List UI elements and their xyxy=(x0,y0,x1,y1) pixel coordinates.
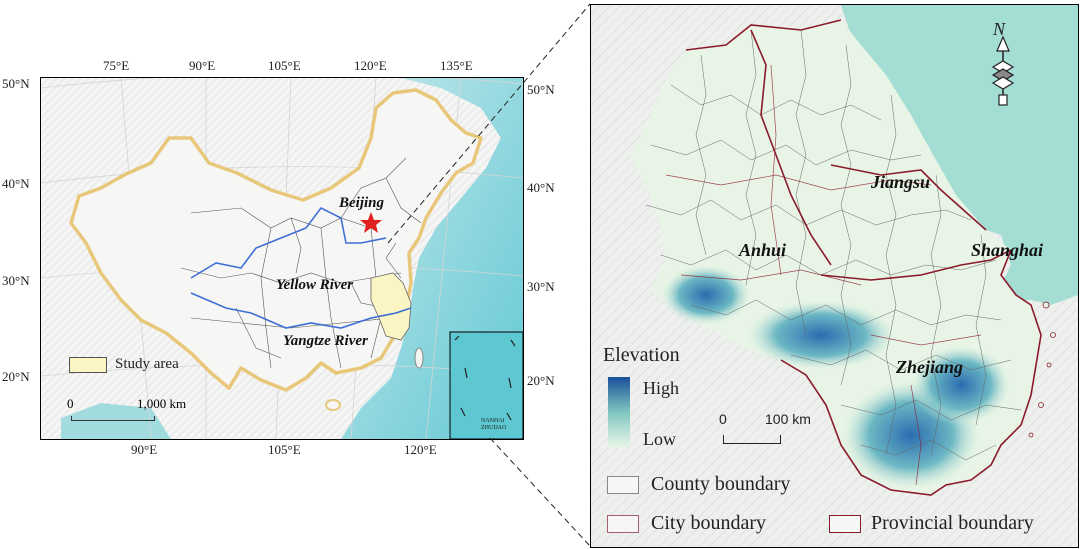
province-label-jiangsu: Jiangsu xyxy=(871,172,931,192)
top-lon-tick: 120°E xyxy=(354,58,387,73)
top-lon-tick: 135°E xyxy=(440,58,473,73)
left-lat-tick: 50°N xyxy=(2,76,30,91)
sea-area xyxy=(841,5,1078,305)
elevation-low-label: Low xyxy=(643,429,676,449)
overview-map-graphic xyxy=(41,78,523,439)
yellow-river-line xyxy=(190,206,387,279)
scale-line xyxy=(71,416,155,421)
elevation-high-label: High xyxy=(643,378,679,398)
yangtze-river-line xyxy=(190,292,412,329)
province-label-shanghai: Shanghai xyxy=(971,240,1044,260)
left-lat-tick: 20°N xyxy=(2,369,30,384)
overview-scale-bar: 0 1,000 km xyxy=(67,396,211,426)
city-boundaries xyxy=(665,64,982,486)
capital-label: Beijing xyxy=(339,195,385,211)
bottom-lon-tick: 105°E xyxy=(268,442,301,457)
city-boundary-legend: City boundary xyxy=(607,512,766,535)
bottom-lon-tick: 120°E xyxy=(404,442,437,457)
provincial-legend-text: Provincial boundary xyxy=(871,512,1034,534)
city-legend-text: City boundary xyxy=(651,512,766,534)
study-area xyxy=(370,272,412,341)
north-arrow-icon xyxy=(991,35,1015,106)
elevation-legend-title: Elevation xyxy=(603,344,680,366)
study-area-map-graphic xyxy=(591,5,1078,547)
taiwan-island xyxy=(414,347,424,369)
county-boundary-legend: County boundary xyxy=(607,473,790,496)
coastal-islands xyxy=(1028,301,1056,438)
yellow-river-label: Yellow River xyxy=(276,277,354,293)
elevation-color-ramp xyxy=(608,377,630,447)
right-lat-tick: 20°N xyxy=(527,373,555,388)
inset-label: NANHAI ZHUDAO xyxy=(481,418,507,431)
study-area-legend-text: Study area xyxy=(115,356,179,372)
right-lat-tick: 40°N xyxy=(527,180,555,195)
scale-start: 0 xyxy=(67,396,74,411)
north-label: N xyxy=(993,19,1006,39)
provincial-swatch xyxy=(829,514,861,533)
study-area-legend: Study area xyxy=(69,356,179,373)
scale-end: 100 km xyxy=(765,411,811,427)
yangtze-river-label: Yangtze River xyxy=(283,333,368,349)
top-lon-tick: 105°E xyxy=(268,58,301,73)
scale-end: 1,000 km xyxy=(137,396,187,411)
provincial-boundaries xyxy=(685,19,1042,496)
city-swatch xyxy=(607,514,639,533)
study-scale-bar: 0 100 km xyxy=(719,411,849,447)
province-label-zhejiang: Zhejiang xyxy=(896,357,964,377)
overview-map-panel: Beijing Yellow River Yangtze River NANHA… xyxy=(40,77,524,440)
county-swatch xyxy=(607,475,639,494)
bottom-lon-tick: 90°E xyxy=(131,442,158,457)
scale-start: 0 xyxy=(719,411,727,427)
study-area-map-panel: N Jiangsu Anhui Shanghai Zhejiang Elevat… xyxy=(590,4,1079,548)
province-label-anhui: Anhui xyxy=(739,240,787,260)
sea-area-south xyxy=(61,403,171,439)
right-lat-tick: 50°N xyxy=(527,82,555,97)
right-lat-tick: 30°N xyxy=(527,279,555,294)
left-lat-tick: 40°N xyxy=(2,176,30,191)
top-lon-tick: 90°E xyxy=(189,58,216,73)
county-legend-text: County boundary xyxy=(651,473,791,495)
mountain-central xyxy=(746,300,896,370)
study-area-swatch xyxy=(69,356,107,373)
provincial-boundary-legend: Provincial boundary xyxy=(829,512,1034,535)
hainan-island xyxy=(325,399,341,411)
mountain-west xyxy=(661,265,751,325)
scale-line xyxy=(723,435,781,444)
top-lon-tick: 75°E xyxy=(103,58,130,73)
left-lat-tick: 30°N xyxy=(2,273,30,288)
inset-islands xyxy=(454,335,516,421)
capital-star-icon xyxy=(360,212,382,233)
